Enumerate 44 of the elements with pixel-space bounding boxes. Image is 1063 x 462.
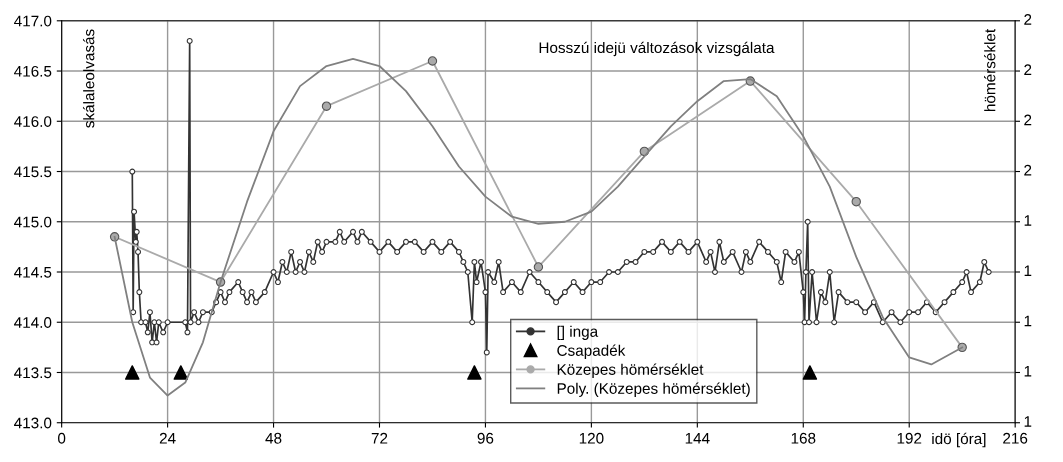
text: 1 <box>1024 365 1032 377</box>
point <box>467 365 482 380</box>
y-axis-title: skálaleolvasás <box>82 29 95 128</box>
x-tick-label: 24 <box>159 432 176 444</box>
y-tick-label: 413.5 <box>14 367 52 379</box>
x-tick-label: 72 <box>371 432 388 444</box>
legend-label: Csapadék <box>557 344 626 359</box>
x-tick-label: 0 <box>58 432 66 444</box>
x-tick-label: 96 <box>477 432 494 444</box>
point <box>173 365 189 380</box>
text: Hosszú idejü változások vizsgálata <box>539 41 775 57</box>
point <box>802 365 818 380</box>
x-axis-title: idö [óra] <box>932 432 986 448</box>
text: 1 <box>1024 315 1032 327</box>
x-tick-label: 216 <box>1003 432 1028 444</box>
text: 1 <box>1024 215 1032 226</box>
x-tick-label: 48 <box>265 432 282 444</box>
y-tick-label: 413.0 <box>14 417 52 429</box>
y2-axis-title: hömérséklet <box>984 28 996 111</box>
text: 2 <box>1024 14 1032 25</box>
point <box>851 196 861 207</box>
text: 2 <box>1024 64 1032 75</box>
y-tick-label: 414.0 <box>14 317 52 328</box>
point <box>321 101 332 111</box>
x-tick-label: 120 <box>579 432 604 444</box>
point <box>533 262 544 272</box>
y-tick-label: 415.0 <box>14 216 52 228</box>
legend-label: Poly. (Közepes hömérséklet) <box>557 382 750 397</box>
x-tick-label: 144 <box>685 433 710 444</box>
text: 1 <box>1024 416 1032 427</box>
y-tick-label: 416.0 <box>14 116 52 127</box>
legend-label: Közepes hömérséklet <box>557 363 704 378</box>
legend-label: [] inga <box>557 325 599 340</box>
x-tick-label: 192 <box>897 432 922 444</box>
point <box>427 56 438 66</box>
y-tick-label: 414.5 <box>14 267 52 278</box>
y-tick-label: 416.5 <box>14 65 52 77</box>
text: 2 <box>1024 114 1032 126</box>
y-tick-label: 415.5 <box>14 166 52 178</box>
text: 2 <box>1024 164 1032 176</box>
y-tick-label: 417.0 <box>14 15 52 27</box>
text: 1 <box>1024 265 1032 276</box>
point <box>125 365 140 380</box>
x-tick-label: 168 <box>791 432 816 444</box>
